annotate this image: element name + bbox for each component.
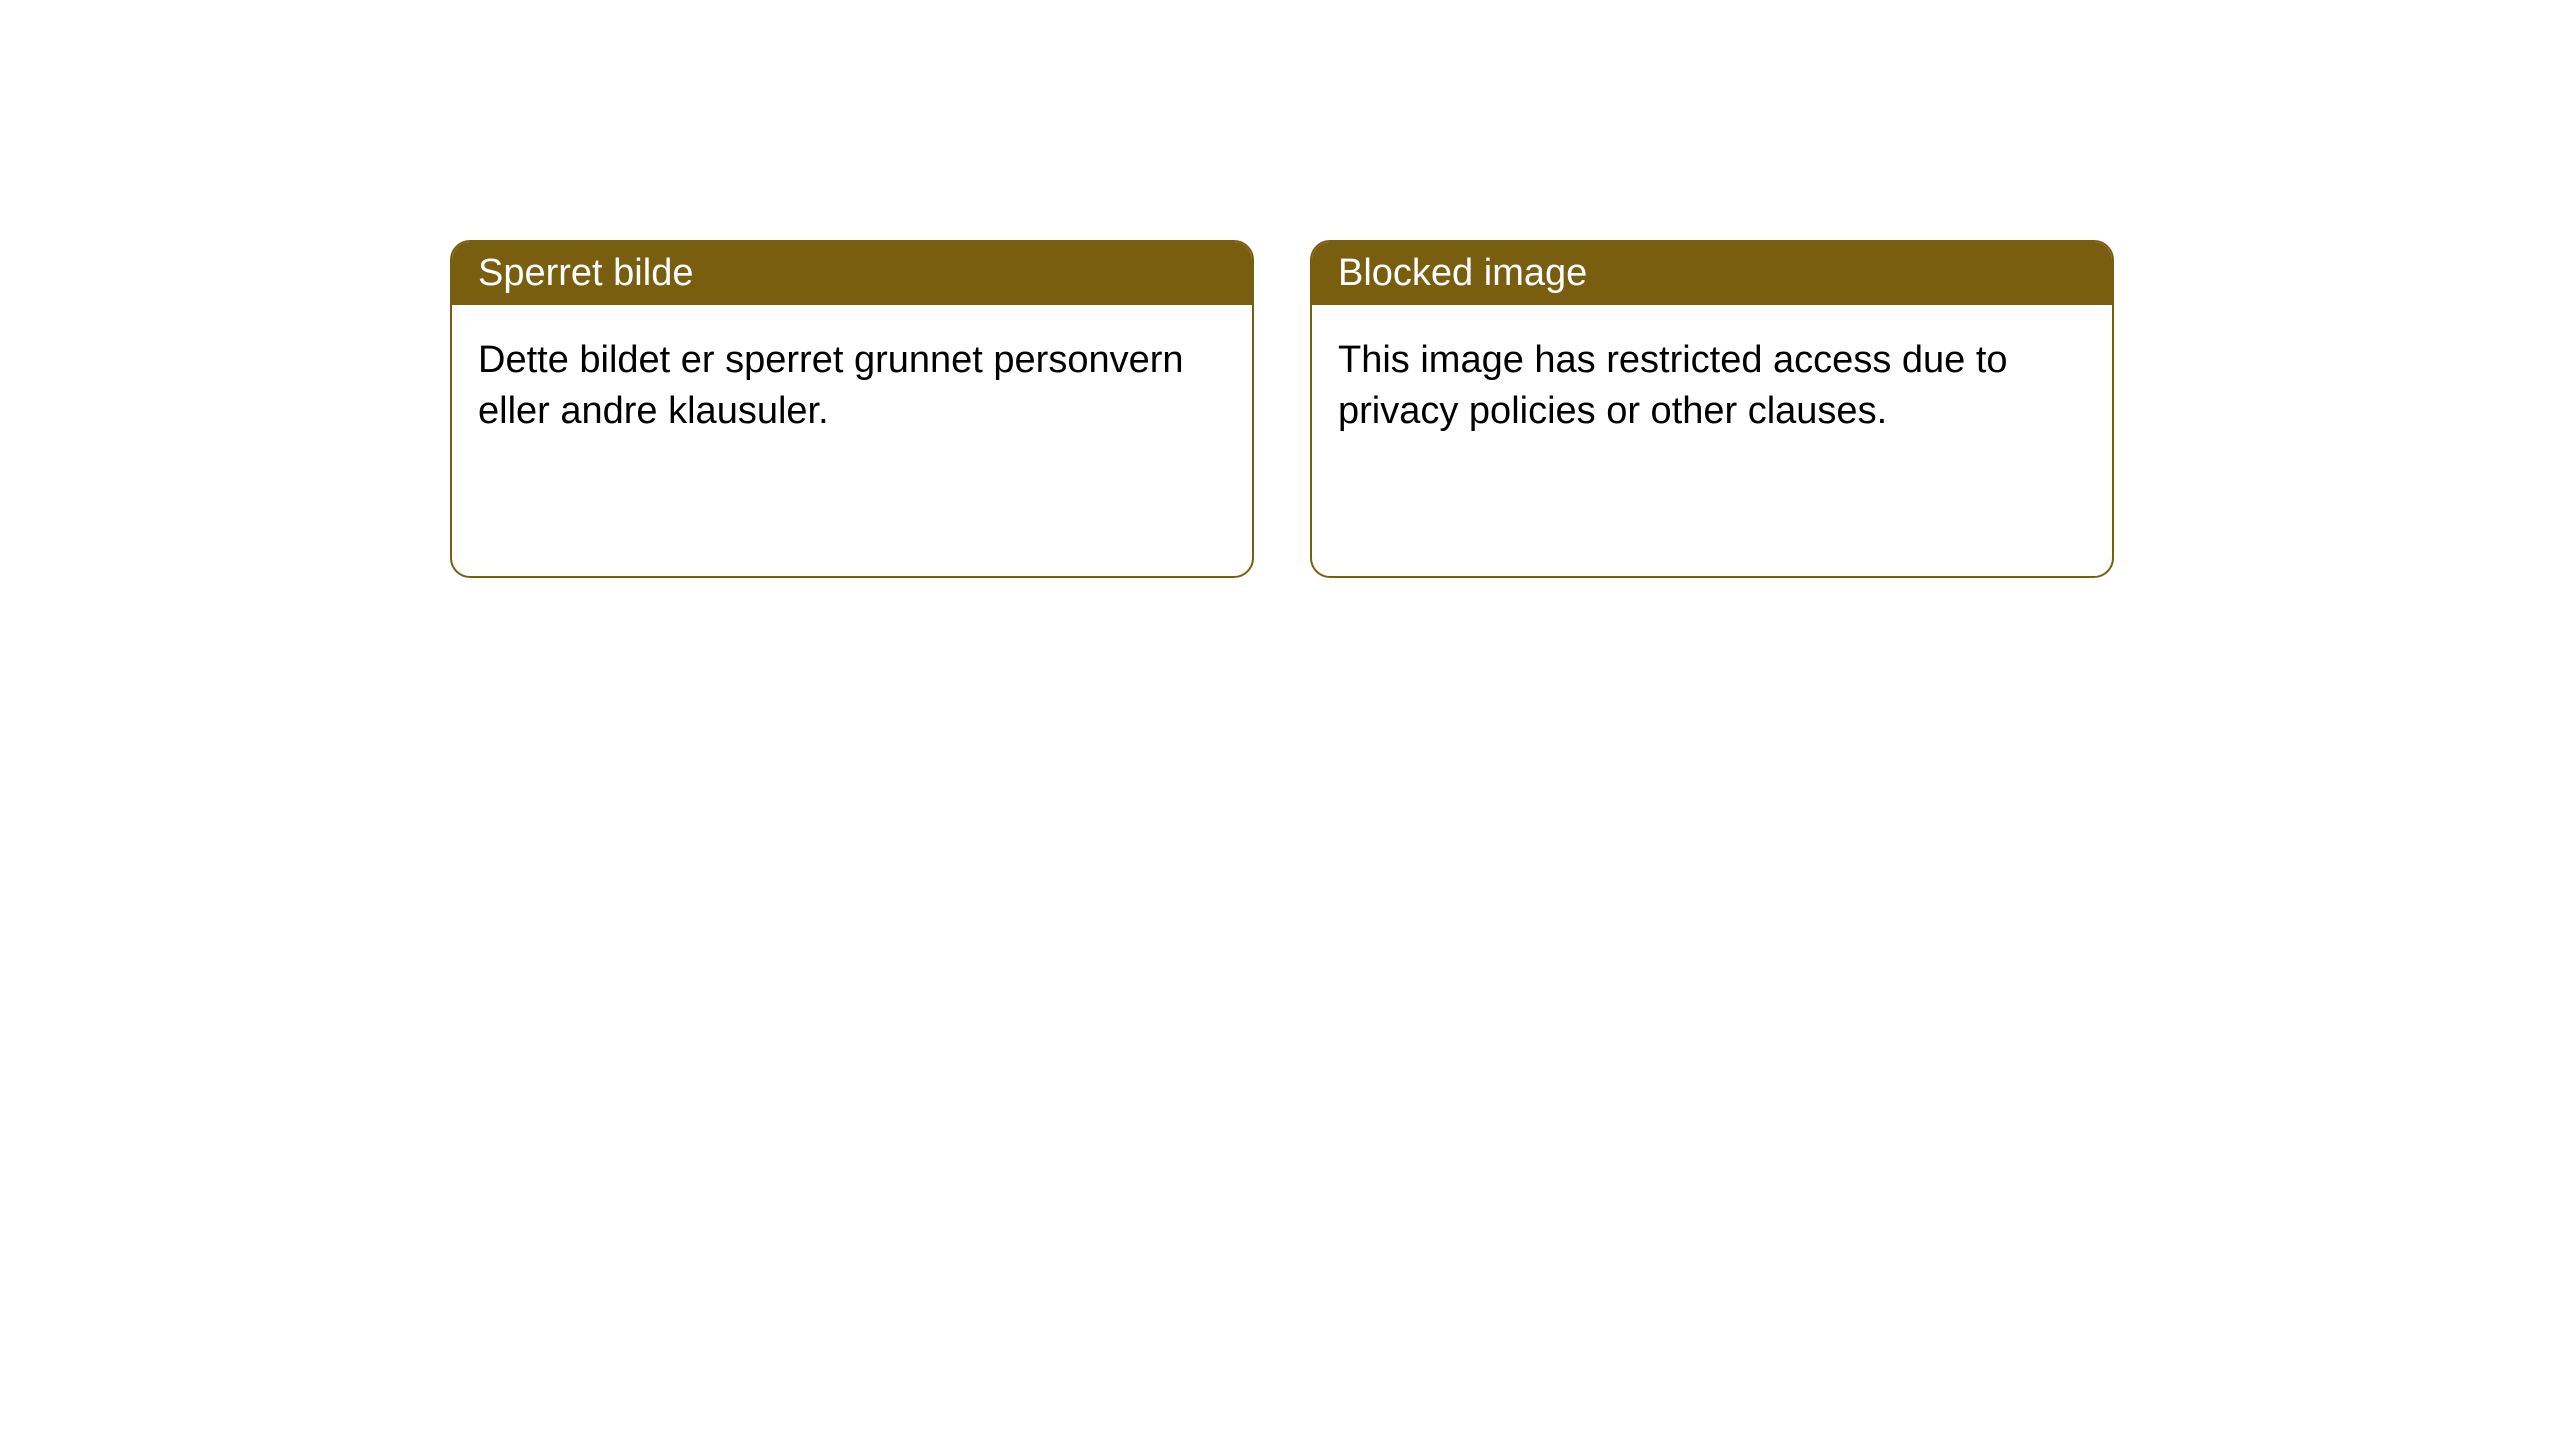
notice-container: Sperret bilde Dette bildet er sperret gr…	[0, 0, 2560, 578]
card-header: Blocked image	[1312, 242, 2112, 305]
card-body: Dette bildet er sperret grunnet personve…	[452, 305, 1252, 468]
card-header: Sperret bilde	[452, 242, 1252, 305]
card-body: This image has restricted access due to …	[1312, 305, 2112, 468]
notice-card-norwegian: Sperret bilde Dette bildet er sperret gr…	[450, 240, 1254, 578]
notice-card-english: Blocked image This image has restricted …	[1310, 240, 2114, 578]
